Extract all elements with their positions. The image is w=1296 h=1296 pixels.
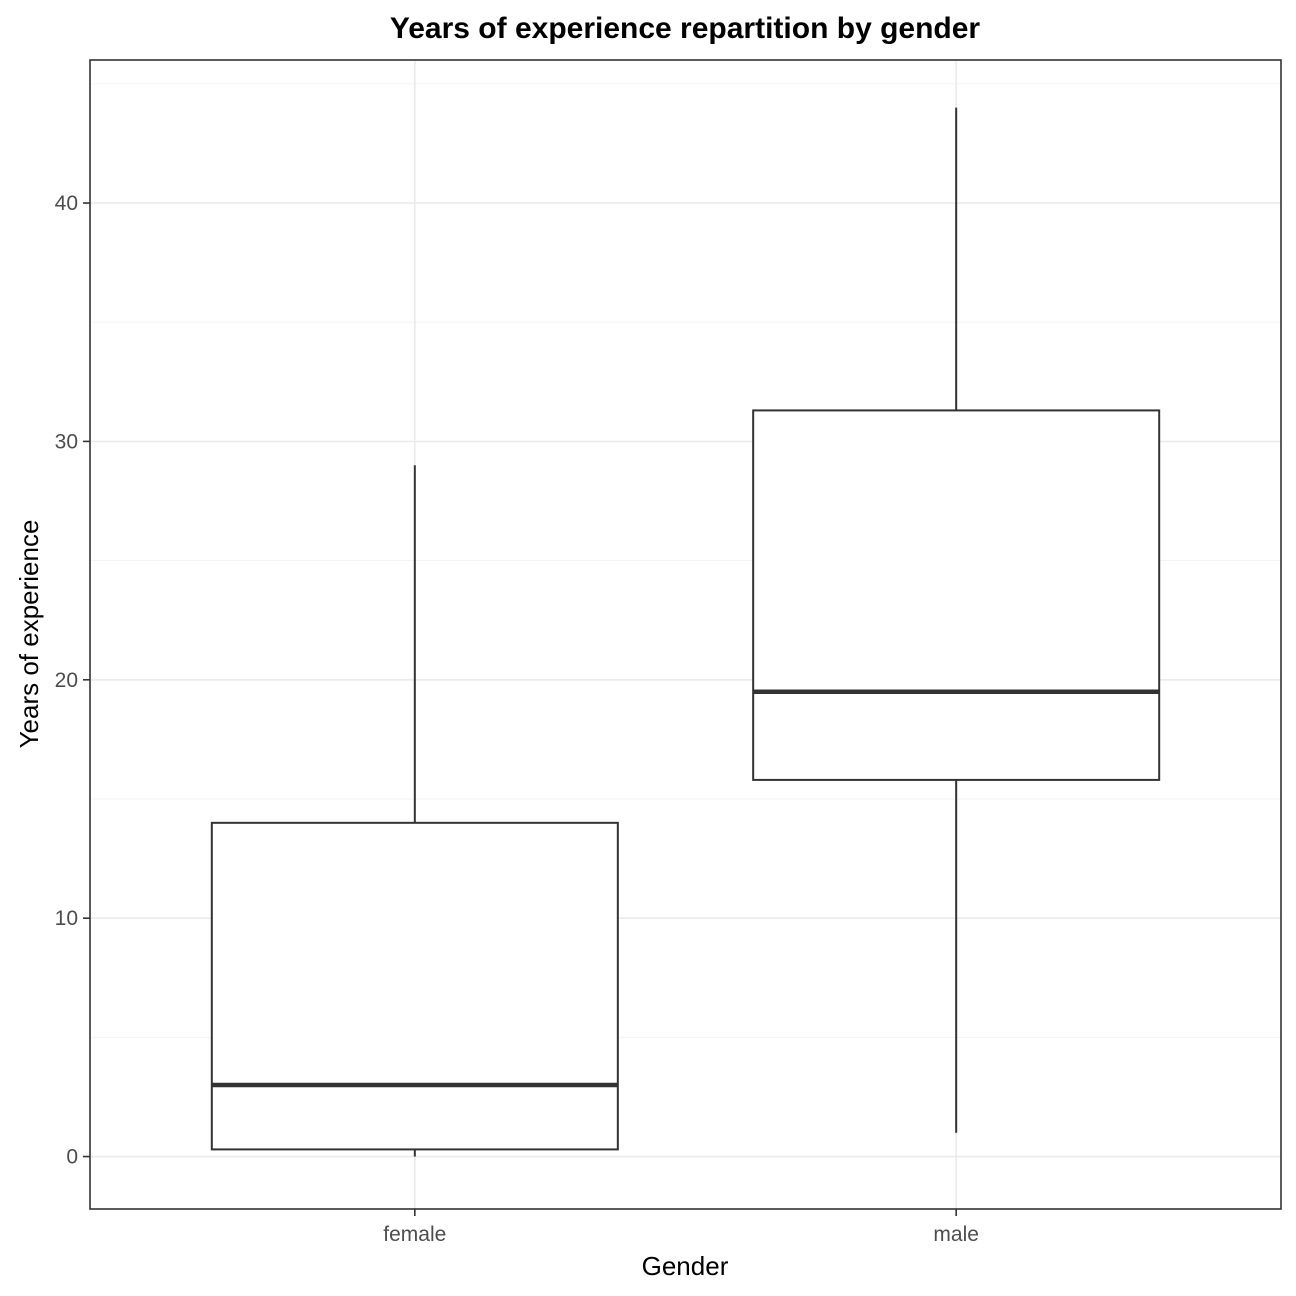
box-male <box>752 107 1161 1133</box>
x-tick-label: male <box>933 1223 979 1246</box>
y-tick-label: 30 <box>55 430 78 453</box>
y-tick-label: 40 <box>55 192 78 215</box>
box-female <box>210 465 619 1157</box>
x-axis-title: Gender <box>642 1251 729 1281</box>
y-axis-title: Years of experience <box>14 520 44 749</box>
panel-border <box>89 59 1282 1210</box>
y-tick-label: 20 <box>55 669 78 692</box>
axes: 0 10 20 30 40 female male <box>55 192 979 1246</box>
iqr-box <box>210 821 619 1151</box>
x-tick-label: female <box>383 1223 446 1246</box>
y-tick-label: 0 <box>66 1146 78 1169</box>
y-tick-label: 10 <box>55 907 78 930</box>
chart-title: Years of experience repartition by gende… <box>390 12 981 45</box>
boxes <box>210 107 1161 1157</box>
iqr-box <box>752 409 1161 781</box>
